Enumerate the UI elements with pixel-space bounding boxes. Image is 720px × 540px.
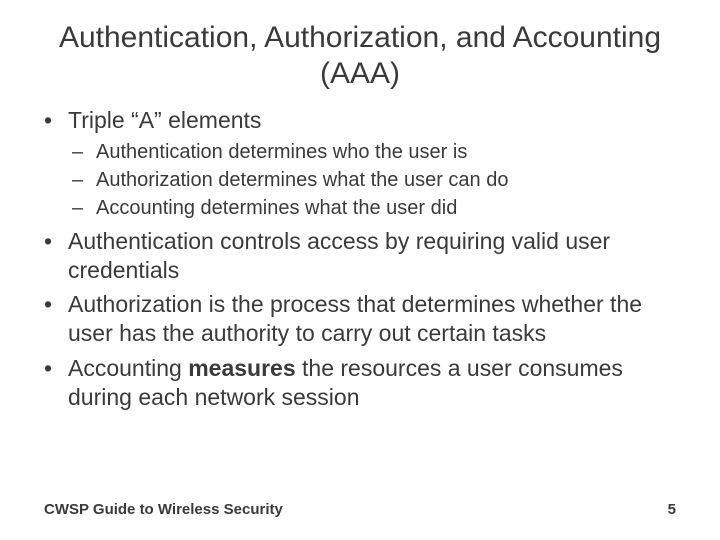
bullet-text: Authorization is the process that determ…: [68, 291, 642, 346]
sub-bullet-item: Authentication determines who the user i…: [68, 139, 680, 165]
bullet-text: Authentication controls access by requir…: [68, 228, 610, 283]
sub-bullet-text: Accounting determines what the user did: [96, 197, 457, 219]
bullet-item: Authorization is the process that determ…: [40, 290, 680, 348]
sub-bullet-text: Authorization determines what the user c…: [96, 169, 508, 191]
slide-body: Triple “A” elements Authentication deter…: [0, 92, 720, 411]
sub-bullet-item: Accounting determines what the user did: [68, 195, 680, 221]
bullet-list-level2: Authentication determines who the user i…: [68, 139, 680, 221]
footer-page-number: 5: [668, 501, 676, 518]
bullet-text: Triple “A” elements: [68, 107, 261, 133]
sub-bullet-item: Authorization determines what the user c…: [68, 167, 680, 193]
bullet-text-pre: Accounting: [68, 355, 188, 381]
sub-bullet-text: Authentication determines who the user i…: [96, 141, 467, 163]
bullet-item: Triple “A” elements Authentication deter…: [40, 106, 680, 221]
footer-left: CWSP Guide to Wireless Security: [44, 501, 283, 518]
slide-title: Authentication, Authorization, and Accou…: [0, 0, 720, 92]
bullet-item: Authentication controls access by requir…: [40, 227, 680, 285]
bullet-list-level1: Triple “A” elements Authentication deter…: [40, 106, 680, 411]
slide: Authentication, Authorization, and Accou…: [0, 0, 720, 540]
bullet-item: Accounting measures the resources a user…: [40, 354, 680, 412]
slide-footer: CWSP Guide to Wireless Security 5: [44, 501, 676, 518]
bullet-text-bold: measures: [188, 355, 295, 381]
